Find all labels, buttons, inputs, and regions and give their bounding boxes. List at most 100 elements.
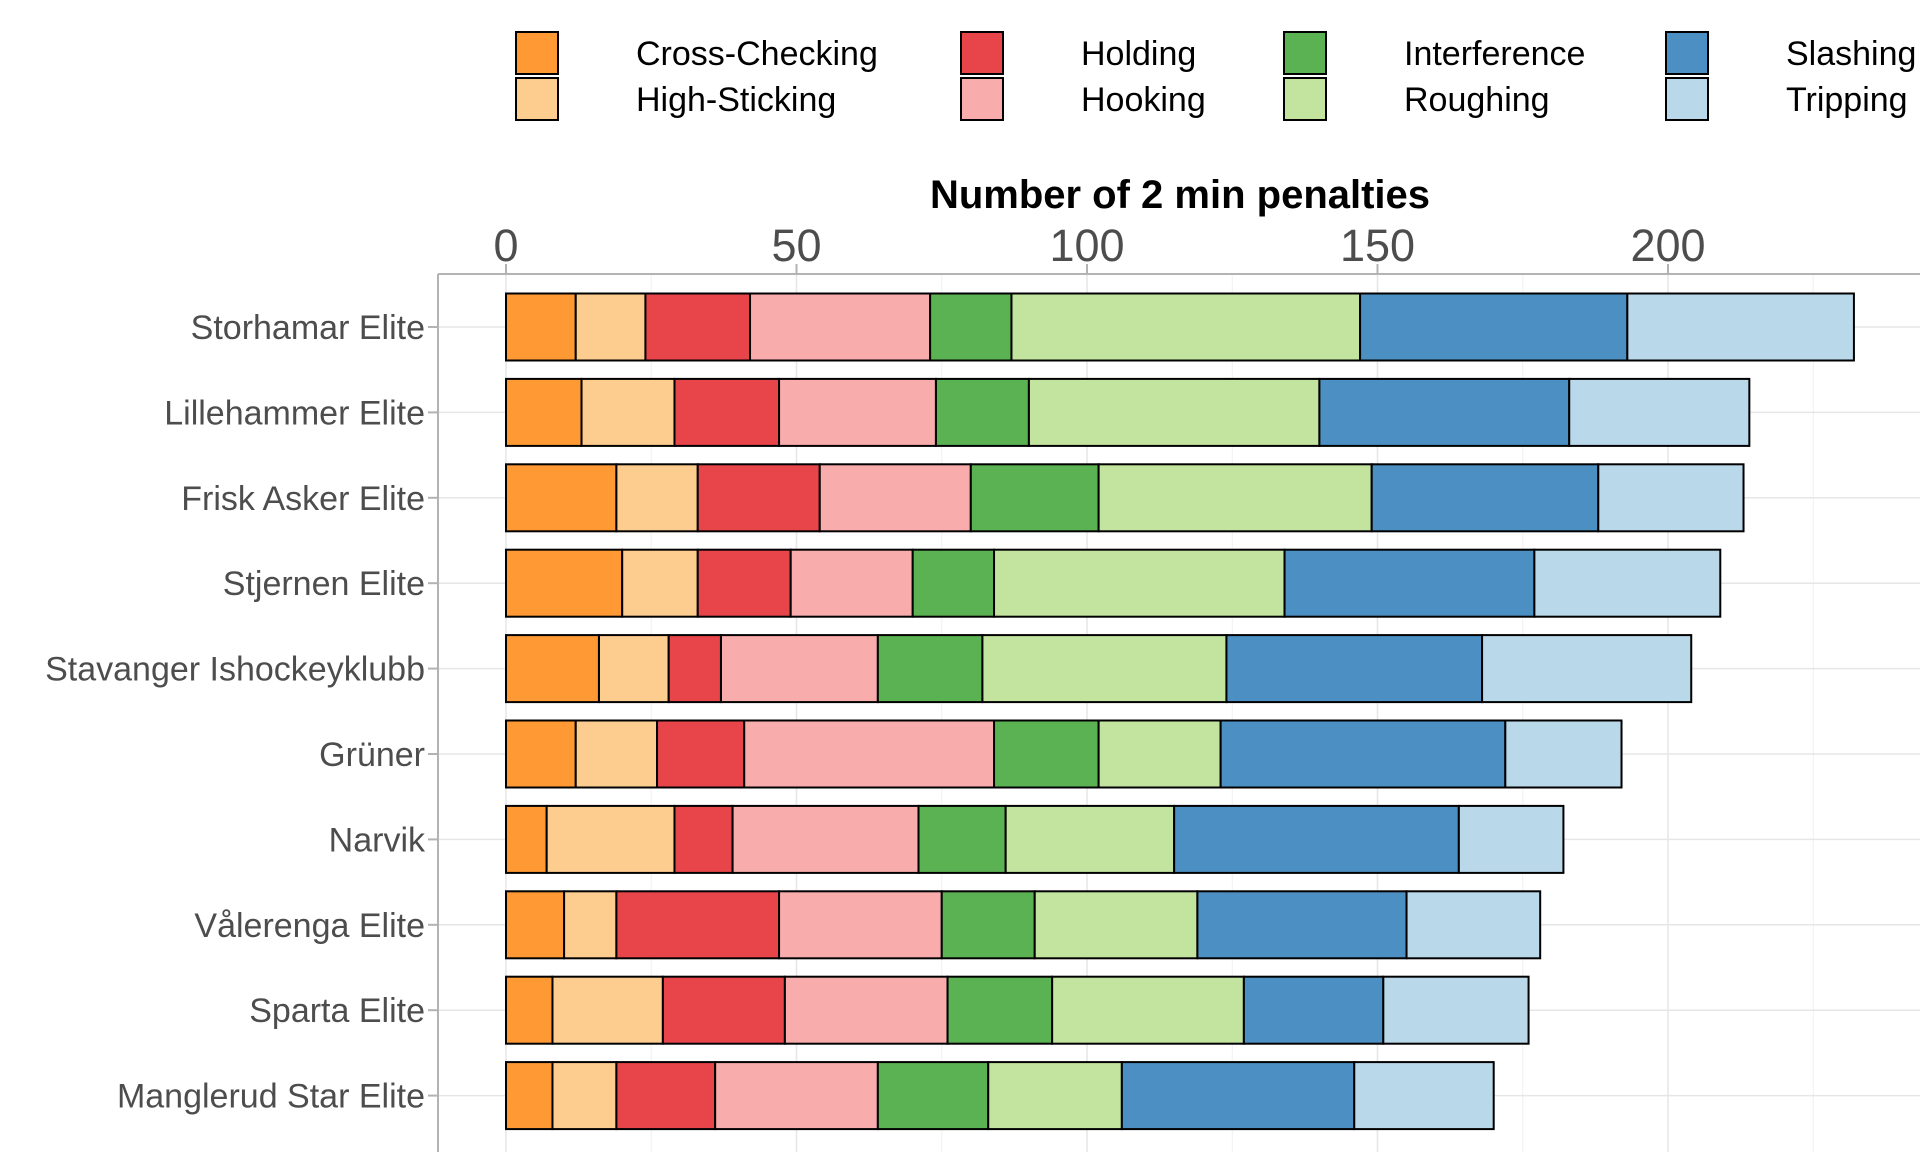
y-tick-label: Lillehammer Elite [164, 394, 425, 432]
bar-segment [778, 377, 937, 447]
legend-item: Tripping [1665, 77, 1908, 121]
y-tick-labels: Storhamar Elite Lillehammer Elite Frisk As… [45, 309, 426, 1116]
bar-segment [563, 890, 618, 960]
bar-segment [1027, 377, 1321, 447]
bar-row [505, 548, 1722, 618]
bar-row [505, 804, 1565, 874]
bar-segment [621, 548, 699, 618]
legend-key [515, 77, 559, 121]
legend-key [1283, 31, 1327, 75]
bar-segment [1242, 975, 1385, 1045]
bar-segment [1097, 719, 1222, 789]
bar-segment [876, 1061, 990, 1131]
bar-segment [1219, 719, 1507, 789]
legend-key [1665, 31, 1709, 75]
bar-row [505, 634, 1693, 704]
bar-row [505, 890, 1542, 960]
bar-segment [1370, 463, 1600, 533]
bar-segment [505, 463, 618, 533]
bar-segment [644, 292, 752, 362]
bar-row [505, 377, 1751, 447]
bar-segment [505, 804, 548, 874]
legend-key [960, 77, 1004, 121]
bar-segment [574, 292, 647, 362]
bar-segment [1382, 975, 1530, 1045]
bar-segment [615, 1061, 717, 1131]
legend-key [1283, 77, 1327, 121]
legend-label: Roughing [1404, 81, 1550, 119]
bar-segment [667, 634, 722, 704]
bar-segment [661, 975, 786, 1045]
bar-segment [981, 634, 1228, 704]
bar-segment [696, 548, 792, 618]
y-tick-label: Manglerud Star Elite [117, 1078, 425, 1116]
x-tick-label: 50 [771, 220, 821, 271]
bar-segment [731, 804, 920, 874]
bar-segment [1597, 463, 1745, 533]
bar-segment [1457, 804, 1565, 874]
bar-segment [778, 890, 943, 960]
y-tick-label: Stavanger Ishockeyklubb [45, 651, 425, 689]
bar-segment [615, 463, 699, 533]
bar-segment [1010, 292, 1362, 362]
bar-segment [929, 292, 1013, 362]
y-tick-label: Narvik [329, 821, 426, 859]
bar-segment [1405, 890, 1542, 960]
y-tick-label: Sparta Elite [249, 992, 425, 1030]
bar-segment [993, 719, 1100, 789]
legend-label: Slashing [1786, 35, 1916, 73]
bar-segment [1626, 292, 1855, 362]
axes [428, 264, 1920, 1152]
legend-item: High-Sticking [515, 77, 836, 121]
bar-segment [1359, 292, 1629, 362]
legend-label: Tripping [1786, 81, 1908, 119]
legend-item: Holding [960, 31, 1196, 75]
bar-segment [505, 719, 577, 789]
bar-segment [673, 804, 734, 874]
legend-item: Hooking [960, 77, 1206, 121]
bar-segment [1173, 804, 1460, 874]
legend-label: Interference [1404, 35, 1585, 73]
bar-segment [911, 548, 996, 618]
bar-segment [749, 292, 932, 362]
bar-segment [993, 548, 1286, 618]
bar-segment [1225, 634, 1484, 704]
legend: Cross-Checking High-Sticking Holding Hookin… [515, 31, 1916, 121]
bar-row [505, 1061, 1495, 1131]
bar-segment [580, 377, 676, 447]
bar-segment [615, 890, 781, 960]
legend-key [515, 31, 559, 75]
bars [505, 292, 1855, 1131]
bar-segment [696, 463, 821, 533]
bar-segment [818, 463, 972, 533]
bar-segment [783, 975, 949, 1045]
bar-segment [551, 975, 664, 1045]
bar-segment [1318, 377, 1571, 447]
bar-segment [987, 1061, 1123, 1131]
legend-label: Holding [1081, 35, 1196, 73]
bar-segment [1353, 1061, 1495, 1131]
x-tick-label: 200 [1630, 220, 1705, 271]
bar-segment [1568, 377, 1751, 447]
bar-segment [1533, 548, 1722, 618]
legend-key [960, 31, 1004, 75]
bar-segment [551, 1061, 618, 1131]
bar-segment [505, 975, 554, 1045]
bar-segment [574, 719, 659, 789]
bar-segment [876, 634, 984, 704]
bar-segment [1120, 1061, 1356, 1131]
bar-segment [1097, 463, 1373, 533]
bar-segment [505, 634, 600, 704]
bar-segment [719, 634, 879, 704]
bar-segment [917, 804, 1007, 874]
bar-segment [545, 804, 676, 874]
bar-row [505, 463, 1745, 533]
y-tick-label: Storhamar Elite [191, 309, 425, 347]
legend-item: Roughing [1283, 77, 1550, 121]
bar-segment [505, 548, 624, 618]
x-tick-labels: 0 50 100 150 200 [493, 220, 1705, 271]
y-tick-label: Vålerenga Elite [194, 907, 425, 945]
legend-label: Cross-Checking [636, 35, 878, 73]
bar-segment [714, 1061, 879, 1131]
